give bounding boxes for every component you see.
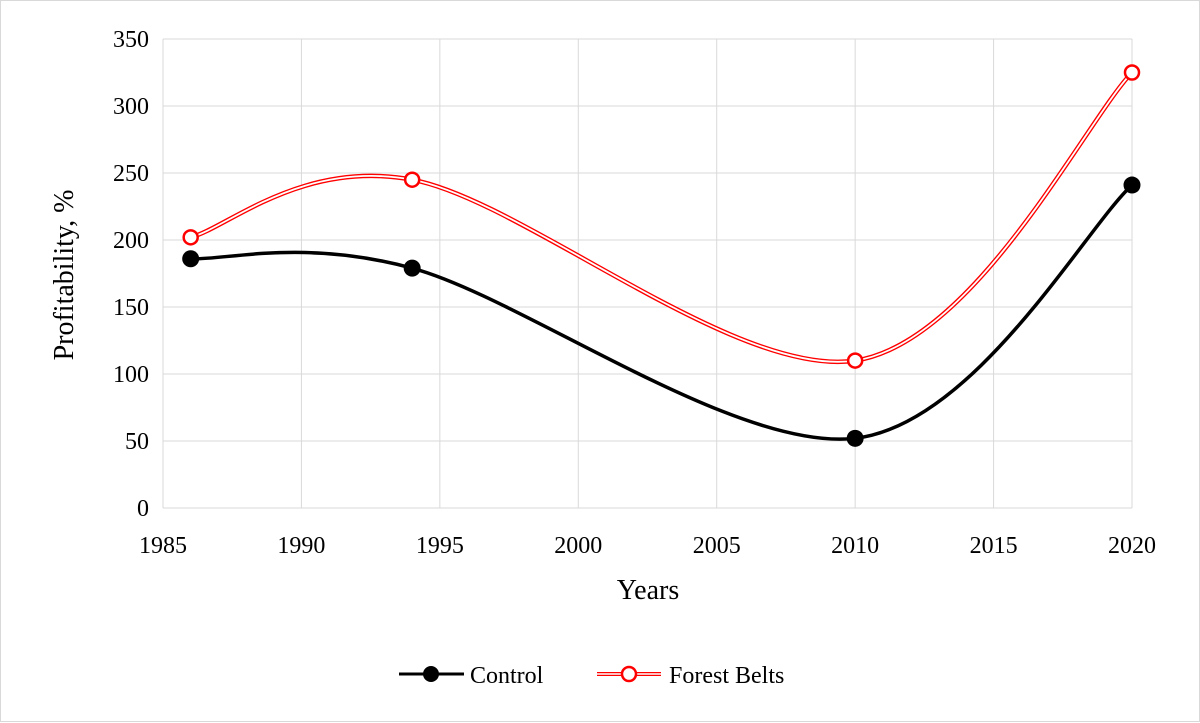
legend-entry-forest-belts: Forest Belts [597, 663, 784, 689]
data-point-control [1123, 176, 1141, 194]
legend-control-label: Control [470, 663, 544, 689]
y-tick-label: 150 [113, 295, 149, 321]
x-axis-title: Years [617, 575, 680, 606]
data-point-control [403, 259, 421, 277]
series-layer [182, 64, 1141, 447]
y-tick-label: 350 [113, 27, 149, 53]
y-tick-label: 300 [113, 94, 149, 120]
y-tick-label: 0 [137, 496, 149, 522]
y-axis-title: Profitability, % [49, 190, 80, 361]
y-tick-labels: 0 50 100 150 200 250 300 350 [113, 27, 149, 522]
x-tick-labels: 1985 1990 1995 2000 2005 2010 2015 2020 [139, 533, 1156, 559]
y-tick-label: 100 [113, 362, 149, 388]
series-line-inner-forest-belts [189, 71, 1133, 363]
x-tick-label: 2005 [693, 533, 741, 559]
series-line-forest-belts [188, 70, 1135, 365]
data-point-forest-belts [846, 352, 864, 369]
x-tick-label: 2020 [1108, 533, 1156, 559]
data-point-forest-belts [182, 229, 199, 246]
x-tick-label: 2000 [554, 533, 602, 559]
x-tick-label: 1985 [139, 533, 187, 559]
legend: Control Forest Belts [399, 663, 784, 689]
x-tick-label: 1990 [277, 533, 325, 559]
y-tick-label: 200 [113, 228, 149, 254]
x-tick-label: 2010 [831, 533, 879, 559]
data-point-forest-belts [1123, 64, 1141, 81]
x-tick-label: 2015 [970, 533, 1018, 559]
legend-control-marker [423, 666, 439, 682]
data-point-control [182, 250, 200, 268]
data-point-forest-belts [403, 171, 421, 188]
series-line-control [188, 183, 1134, 441]
x-tick-label: 1995 [416, 533, 464, 559]
data-point-control [846, 429, 864, 447]
legend-entry-control: Control [399, 663, 544, 689]
y-tick-label: 250 [113, 161, 149, 187]
legend-forest-belts-label: Forest Belts [669, 663, 784, 689]
legend-forest-belts-marker [620, 665, 638, 683]
y-tick-label: 50 [125, 429, 149, 455]
